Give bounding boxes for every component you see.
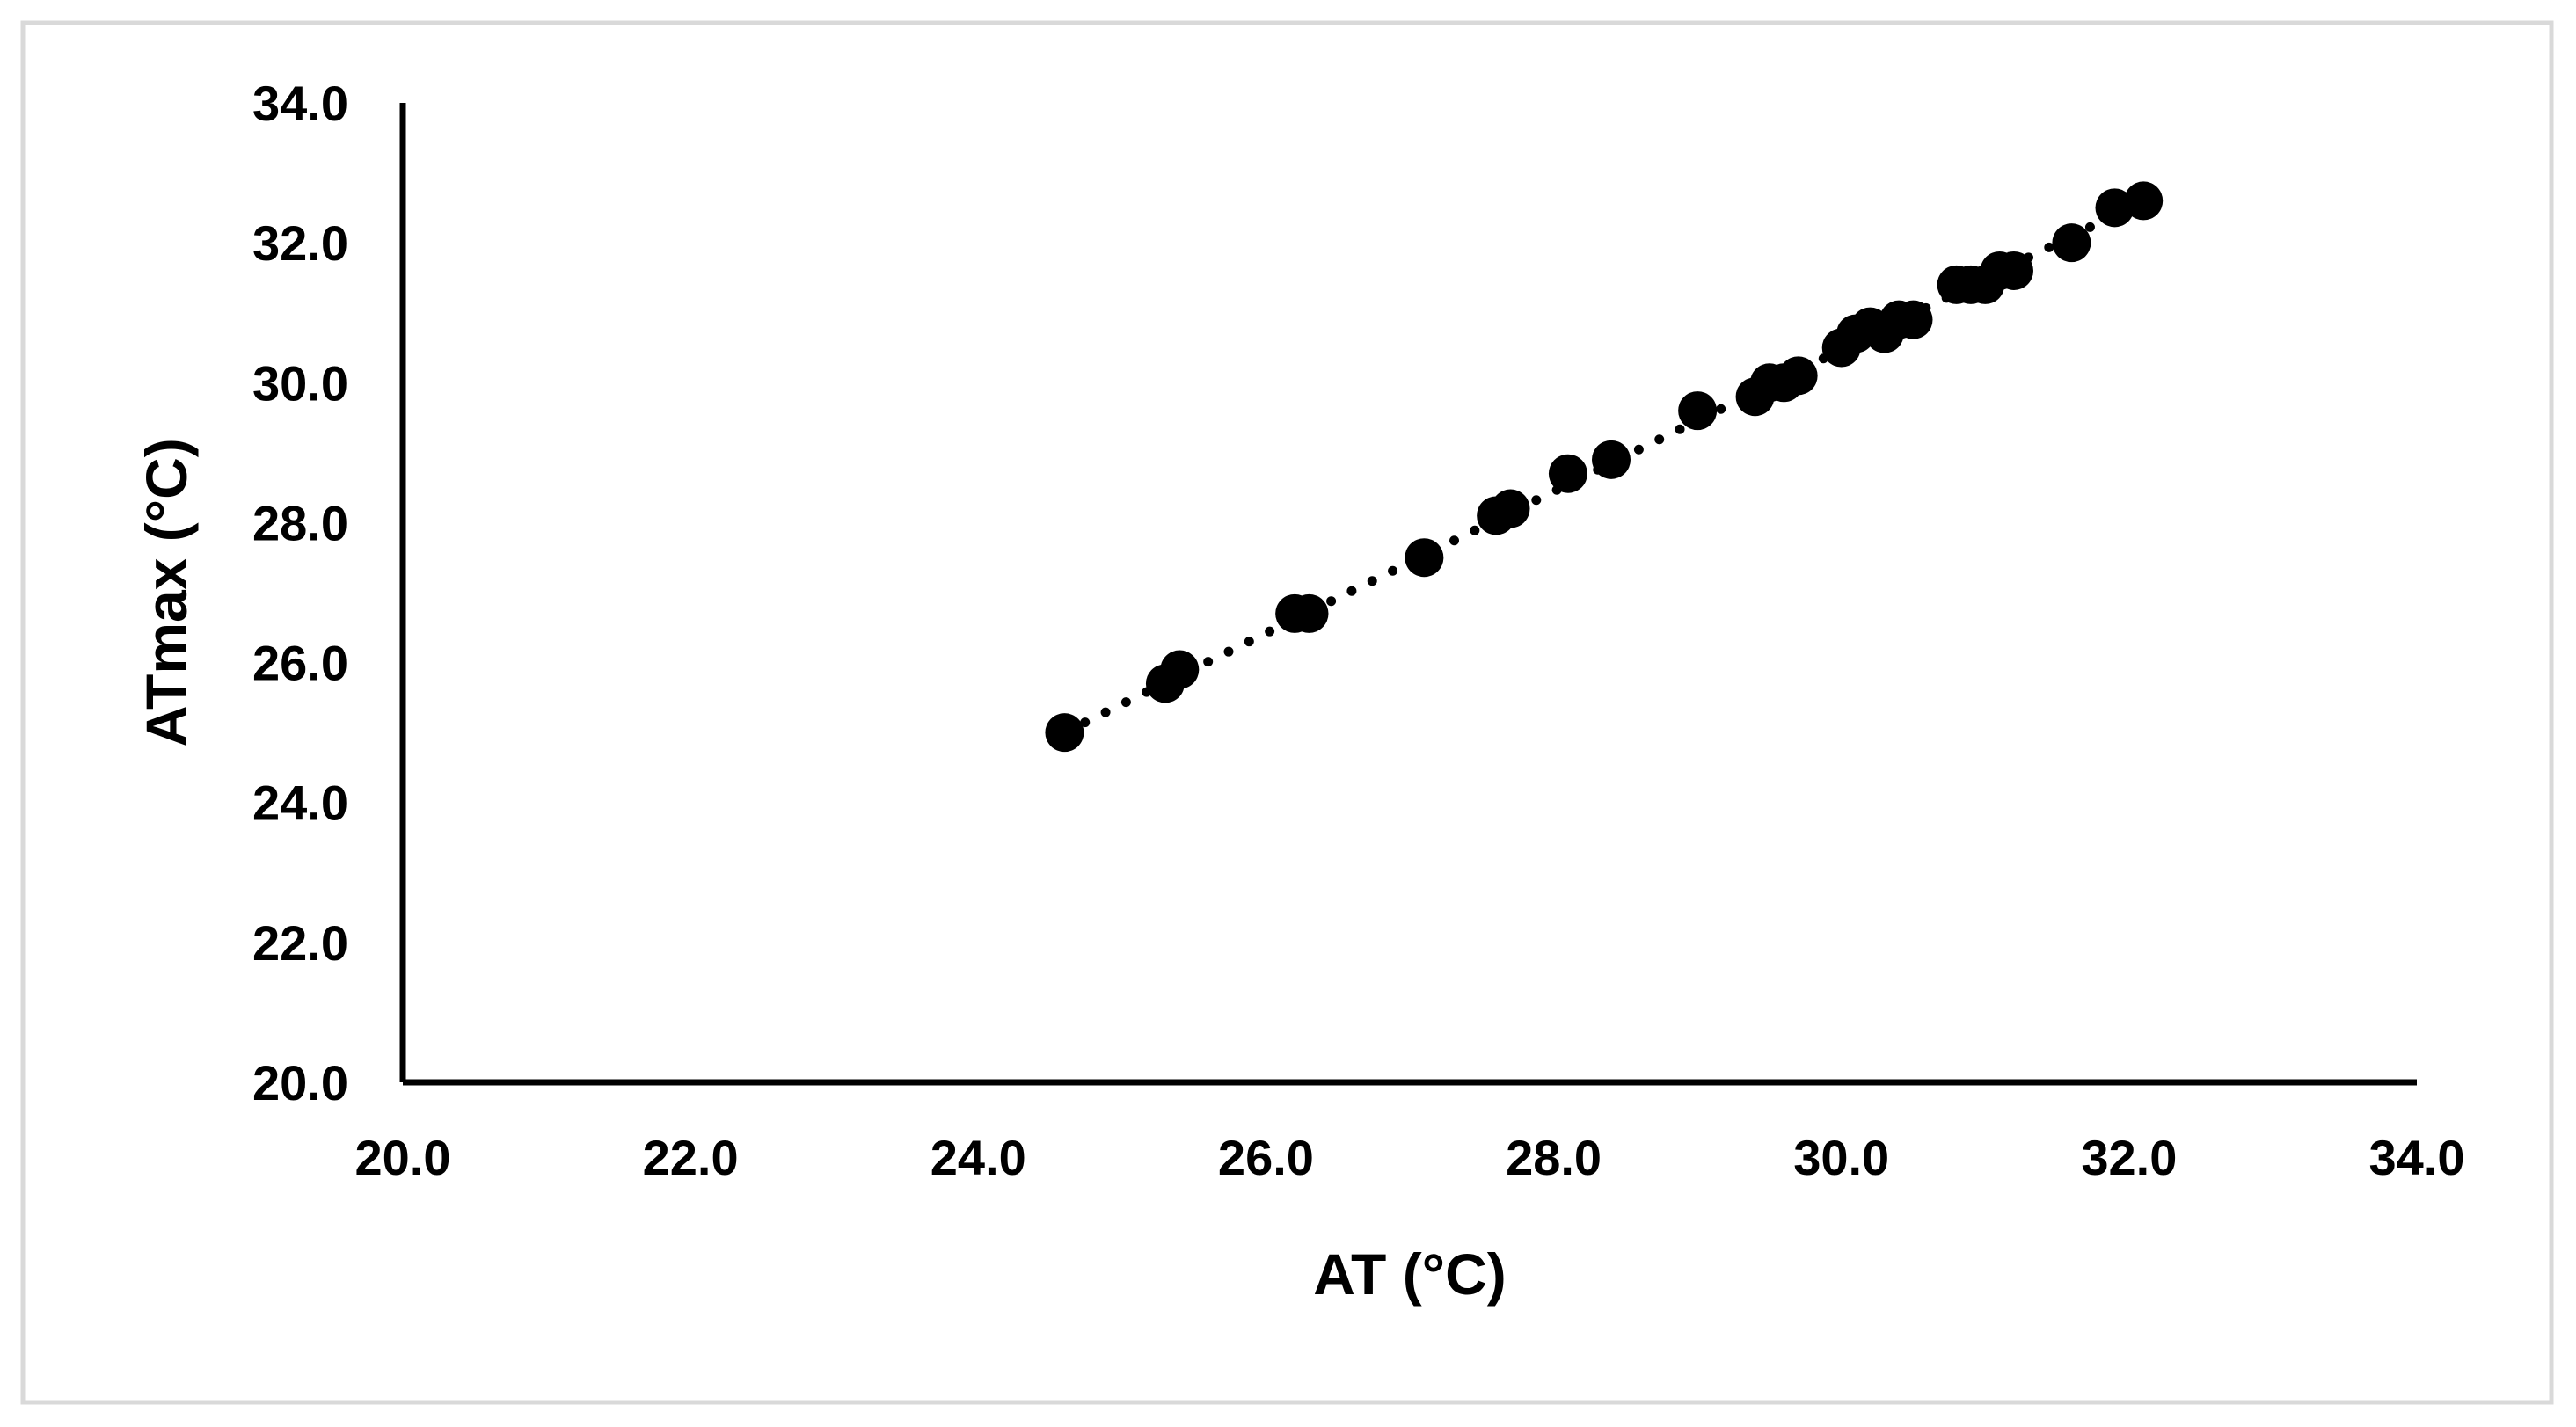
data-point [1160, 650, 1200, 689]
data-point [1045, 713, 1084, 753]
x-axis-tick-labels: 20.0 22.0 24.0 26.0 28.0 30.0 32.0 34.0 [355, 1130, 2465, 1185]
x-tick-label: 34.0 [2369, 1130, 2465, 1185]
x-tick-label: 24.0 [930, 1130, 1026, 1185]
y-tick-label: 30.0 [252, 355, 348, 411]
y-tick-label: 22.0 [252, 915, 348, 971]
y-tick-label: 20.0 [252, 1055, 348, 1110]
data-point [1894, 300, 1933, 339]
x-tick-label: 28.0 [1506, 1130, 1602, 1185]
y-axis-tick-labels: 20.0 22.0 24.0 26.0 28.0 30.0 32.0 34.0 [252, 76, 348, 1110]
y-axis-title: ATmax (°C) [134, 438, 199, 747]
data-point [2052, 223, 2091, 263]
x-tick-label: 32.0 [2081, 1130, 2177, 1185]
data-point [1678, 391, 1718, 431]
y-tick-label: 28.0 [252, 495, 348, 550]
data-points [1045, 181, 2164, 753]
y-tick-label: 26.0 [252, 636, 348, 691]
data-point [1995, 251, 2033, 290]
x-tick-label: 22.0 [643, 1130, 739, 1185]
chart-frame [20, 20, 2554, 1405]
y-tick-label: 24.0 [252, 775, 348, 831]
data-point [1592, 440, 1631, 479]
y-tick-label: 32.0 [252, 215, 348, 271]
data-point [1289, 593, 1329, 633]
x-tick-label: 26.0 [1218, 1130, 1314, 1185]
data-point [1778, 356, 1818, 396]
x-tick-label: 20.0 [355, 1130, 451, 1185]
data-point [1548, 454, 1587, 493]
data-point [1405, 538, 1444, 578]
x-axis-title: AT (°C) [1313, 1241, 1506, 1307]
y-tick-label: 34.0 [252, 76, 348, 131]
data-point [2124, 181, 2164, 221]
x-tick-label: 30.0 [1793, 1130, 1889, 1185]
data-point [1491, 489, 1530, 528]
